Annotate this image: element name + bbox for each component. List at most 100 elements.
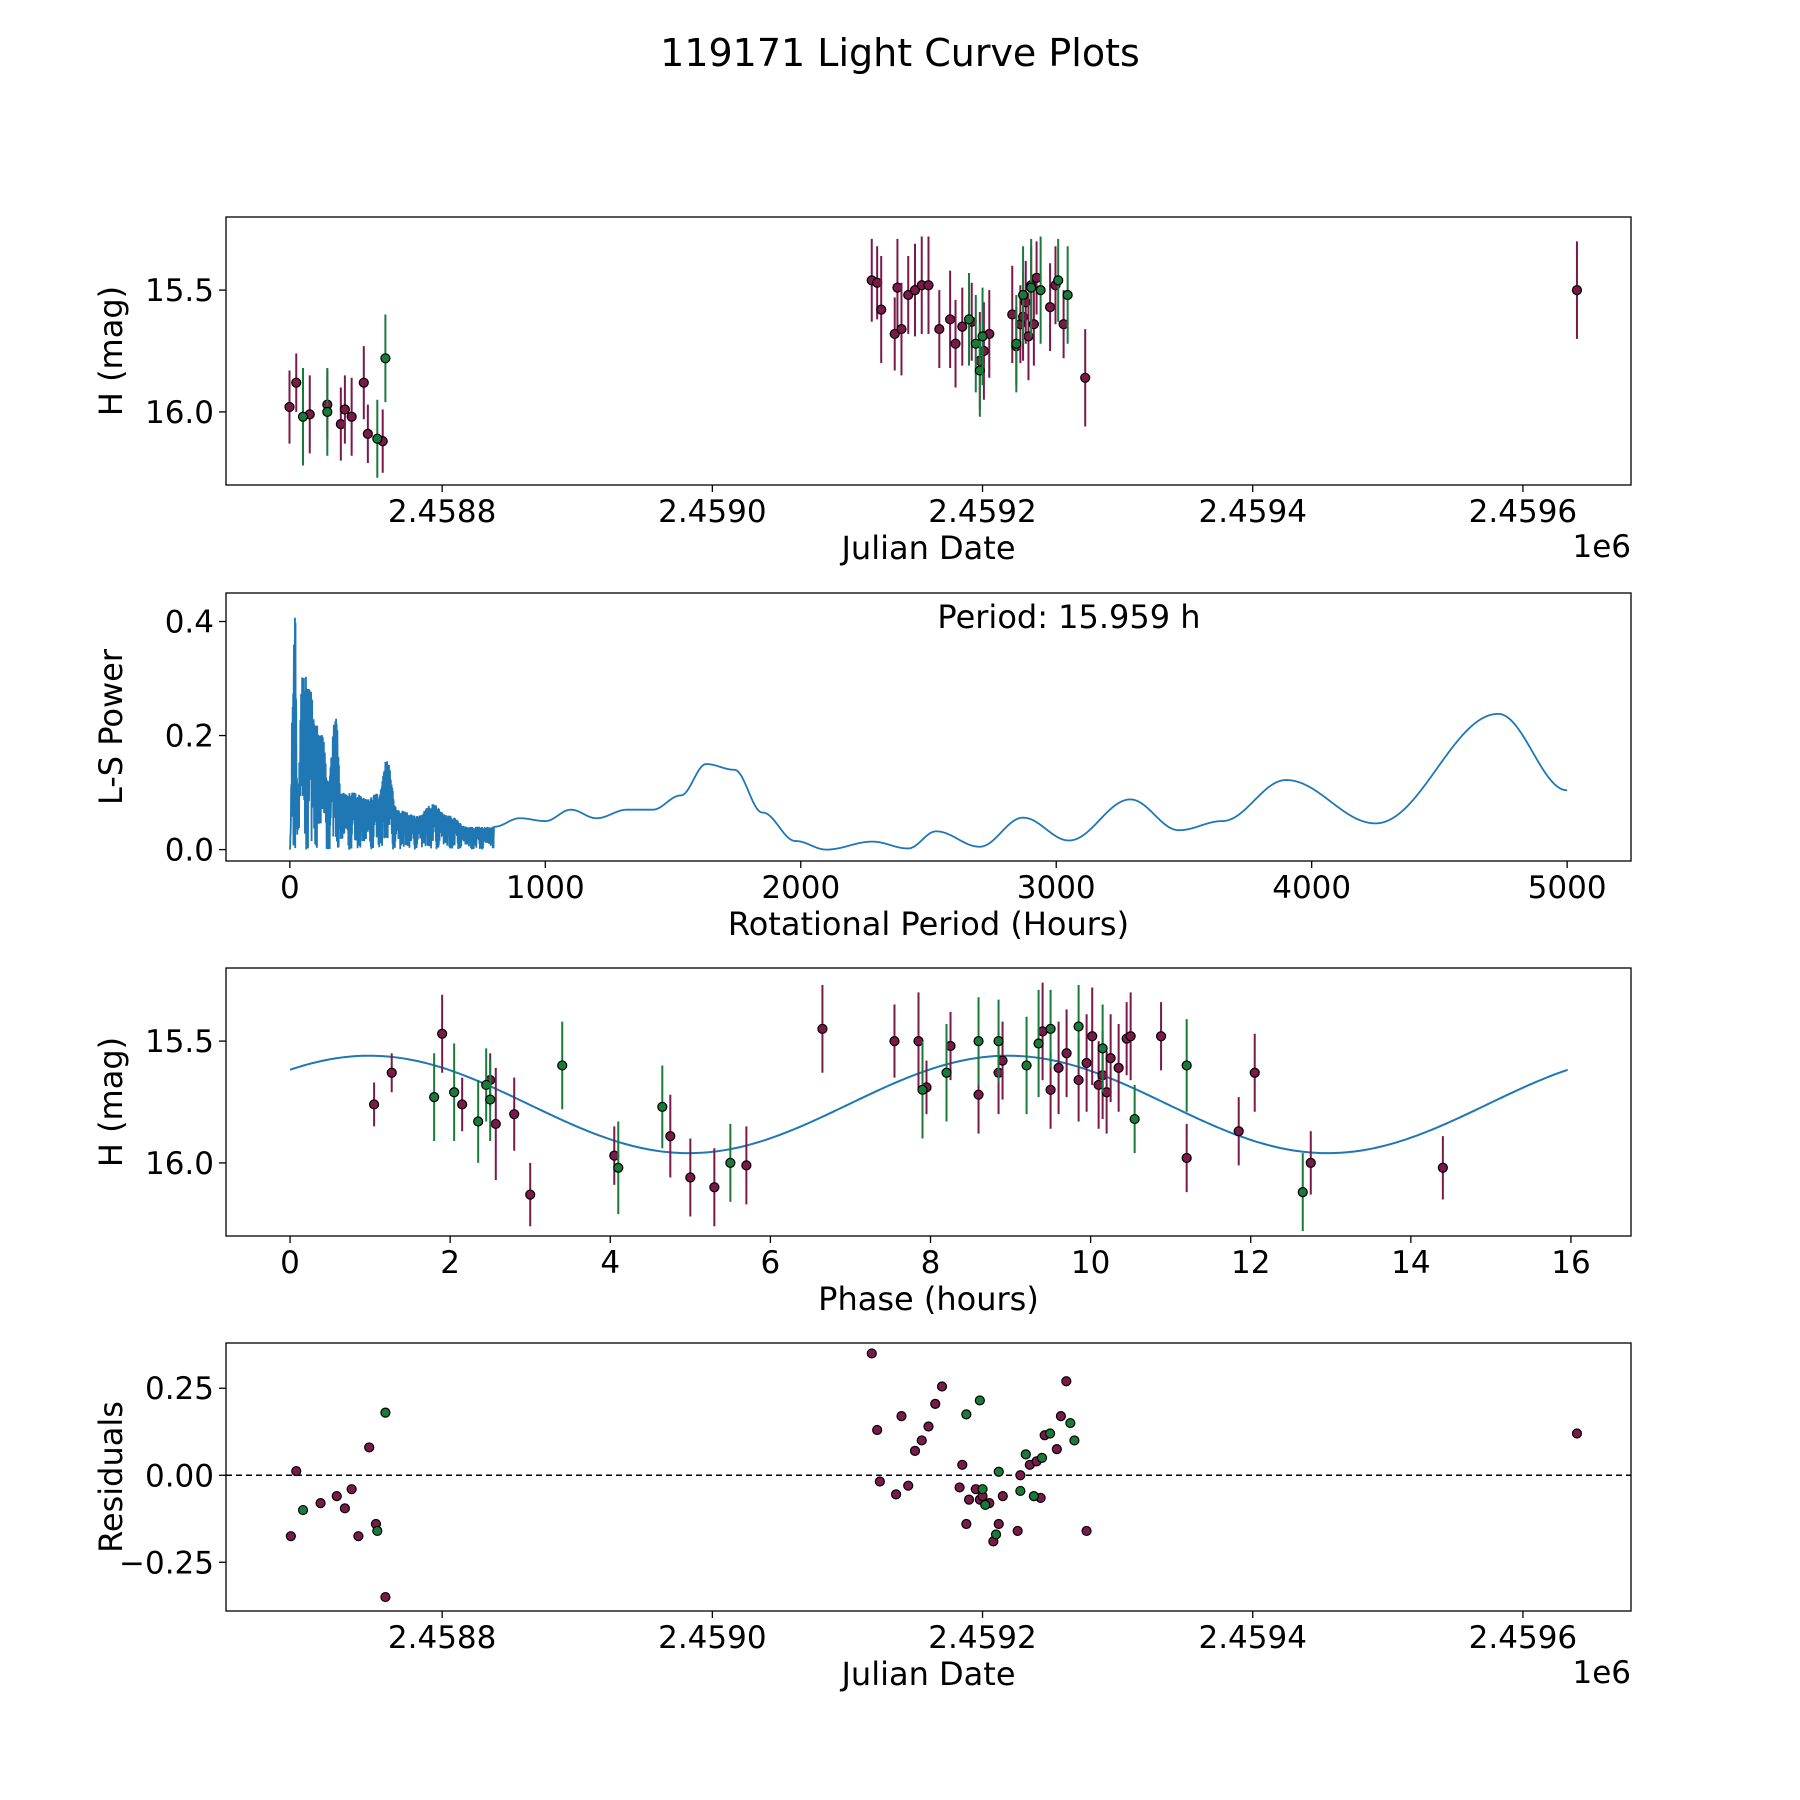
data-point — [741, 1160, 752, 1171]
data-point — [1125, 1031, 1136, 1042]
data-point — [866, 1348, 877, 1359]
x-tick-label: 16 — [1551, 1245, 1590, 1281]
data-point — [876, 304, 887, 315]
y-axis-label: H (mag) — [92, 286, 130, 416]
series-r-band — [369, 982, 1448, 1227]
data-point — [473, 1116, 484, 1127]
residuals-frame — [225, 1342, 1632, 1612]
x-tick-label: 0 — [280, 1245, 300, 1281]
x-tick-label: 2.4594 — [1198, 494, 1306, 530]
data-point — [525, 1189, 536, 1200]
data-point — [973, 1089, 984, 1100]
data-point — [896, 1410, 907, 1422]
x-axis-label: Julian Date — [839, 1655, 1015, 1693]
data-point — [1062, 289, 1073, 301]
data-point — [1087, 1031, 1098, 1042]
data-point — [380, 1591, 391, 1603]
y-tick-label: 0.0 — [165, 833, 214, 869]
x-tick-label: 2.4594 — [1198, 1620, 1306, 1656]
x-tick-label: 10 — [1071, 1245, 1110, 1281]
series-g-band — [429, 985, 1308, 1232]
series-g-band — [297, 236, 1073, 478]
y-tick-label: 0.25 — [145, 1371, 214, 1407]
data-point — [339, 404, 350, 415]
data-point — [957, 1459, 968, 1470]
x-tick-label: 2000 — [761, 870, 840, 906]
data-point — [1081, 1525, 1092, 1537]
phased-panel: 0 2 4 6 8 10 12 14 16 16.0 15.5 Phase (hours) H (mag… — [92, 967, 1632, 1318]
x-tick-label: 14 — [1391, 1245, 1430, 1281]
y-tick-label: 15.5 — [145, 273, 214, 309]
x-tick-label: 6 — [761, 1245, 781, 1281]
x-axis-label: Phase (hours) — [818, 1280, 1039, 1318]
lightcurve-frame — [225, 216, 1632, 486]
data-point — [285, 1531, 296, 1542]
periodogram-panel: 0 1000 2000 3000 4000 5000 0.0 0.2 0.4 Rotational… — [92, 592, 1632, 943]
data-point — [291, 377, 302, 388]
y-tick-label: 0.4 — [165, 605, 214, 641]
data-point — [997, 1491, 1008, 1502]
data-point — [1571, 1428, 1583, 1439]
residuals-panel: 2.4588 2.4590 2.4592 2.4594 2.4596 0.25 0.00 −0… — [92, 1342, 1632, 1693]
data-point — [709, 1182, 720, 1193]
y-tick-label: 0.2 — [165, 719, 214, 755]
data-point — [685, 1172, 696, 1183]
data-point — [974, 1395, 985, 1406]
x-tick-label: 2.4596 — [1469, 1620, 1577, 1656]
data-point — [1233, 1126, 1244, 1137]
data-point — [950, 338, 961, 349]
data-point — [936, 1381, 948, 1392]
data-point — [339, 1503, 350, 1514]
data-point — [1053, 1062, 1064, 1073]
x-tick-label: 0 — [280, 870, 300, 906]
data-point — [1105, 1053, 1116, 1064]
y-tick-label: 16.0 — [145, 1146, 214, 1182]
data-point — [369, 1099, 380, 1110]
data-point — [973, 1035, 984, 1047]
data-point — [331, 1491, 342, 1502]
data-point — [372, 433, 383, 444]
data-point — [1045, 1084, 1056, 1095]
data-point — [1061, 1048, 1072, 1059]
data-point — [380, 1407, 391, 1418]
y-axis-label: H (mag) — [92, 1037, 130, 1167]
periodogram-frame — [225, 592, 1632, 862]
y-tick-label: 15.5 — [145, 1024, 214, 1060]
data-point — [315, 1498, 326, 1509]
data-point — [429, 1092, 440, 1103]
data-point — [957, 321, 968, 332]
x-tick-label: 1000 — [506, 870, 585, 906]
data-point — [874, 1476, 885, 1487]
data-point — [1045, 1023, 1056, 1035]
x-tick-label: 4000 — [1272, 870, 1351, 906]
data-point — [1097, 1043, 1108, 1054]
data-point — [1113, 1062, 1124, 1073]
data-point — [1028, 1491, 1039, 1502]
data-point — [1073, 1021, 1084, 1032]
data-point — [1026, 282, 1037, 293]
x-tick-label: 12 — [1231, 1245, 1270, 1281]
data-point — [990, 1529, 1002, 1540]
lightcurve-plot-area — [284, 236, 1583, 478]
data-point — [665, 1131, 676, 1142]
data-point — [817, 1023, 828, 1035]
data-point — [941, 1067, 952, 1078]
data-point — [1015, 1470, 1026, 1481]
data-point — [284, 401, 295, 413]
x-tick-label: 2.4588 — [388, 494, 496, 530]
data-point — [1011, 338, 1022, 349]
data-point — [917, 1084, 928, 1095]
residuals-plot-area — [226, 1348, 1631, 1603]
data-point — [889, 1035, 900, 1047]
x-offset-label: 1e6 — [1572, 1655, 1631, 1691]
data-point — [903, 289, 914, 301]
figure-title: 119171 Light Curve Plots — [660, 31, 1140, 75]
data-point — [1571, 284, 1583, 296]
data-point — [954, 1482, 965, 1493]
data-point — [977, 1484, 988, 1495]
data-point — [1181, 1060, 1192, 1071]
data-point — [1053, 275, 1064, 286]
data-point — [993, 1035, 1004, 1047]
model-fit-curve — [289, 1054, 1568, 1155]
